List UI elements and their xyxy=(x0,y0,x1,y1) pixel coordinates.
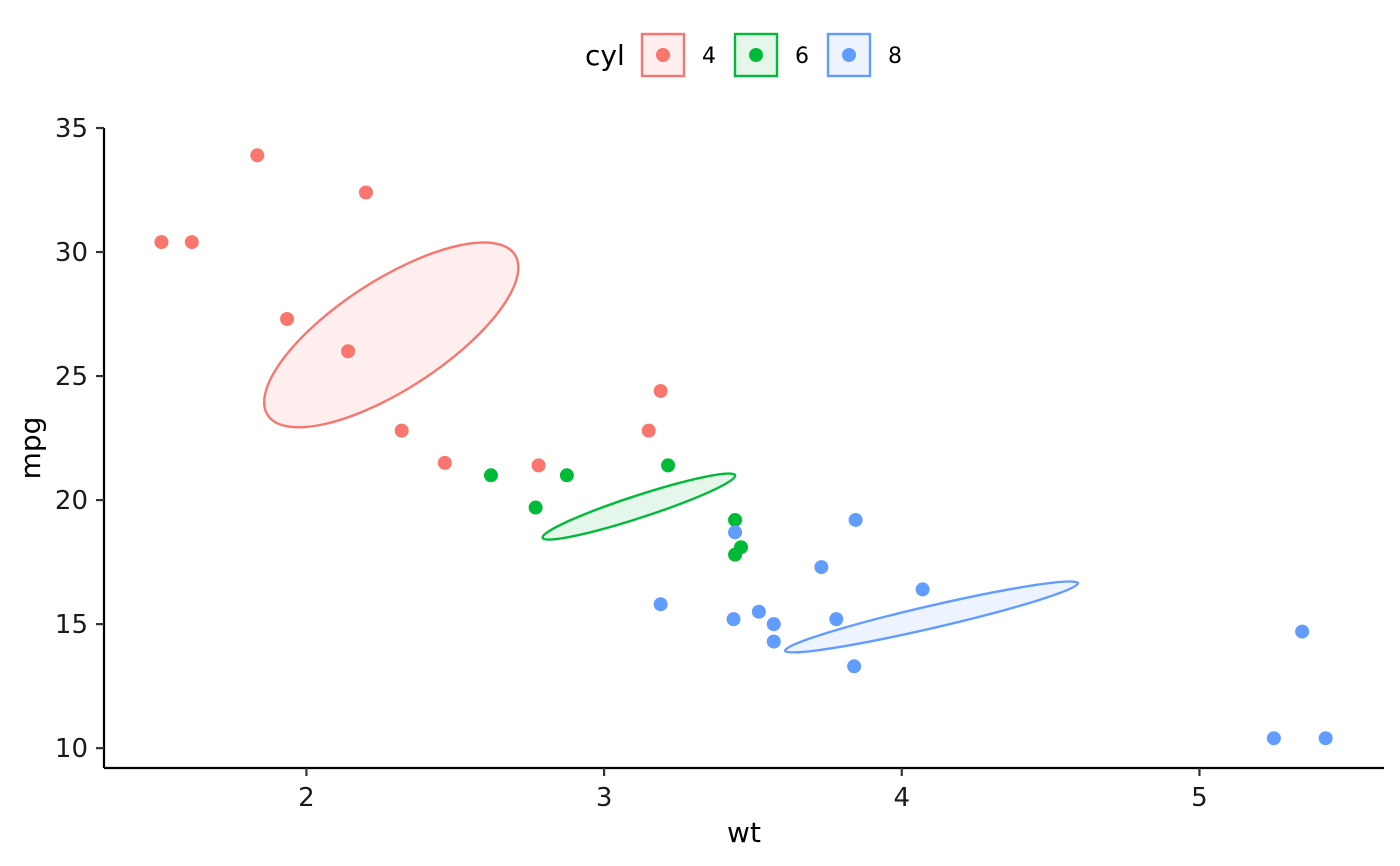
x-tick-label: 3 xyxy=(596,783,613,813)
y-tick-label: 20 xyxy=(55,486,88,516)
legend: cyl 4 6 8 xyxy=(585,32,902,78)
point-cyl-8 xyxy=(653,597,668,612)
point-cyl-8 xyxy=(915,582,930,597)
legend-dot-8 xyxy=(842,48,856,62)
legend-label-8: 8 xyxy=(888,44,902,69)
ellipse-cyl-6 xyxy=(541,472,737,541)
point-cyl-4 xyxy=(437,455,452,470)
x-tick-label: 5 xyxy=(1191,783,1208,813)
ellipse-cyl-8 xyxy=(783,580,1080,654)
point-cyl-6 xyxy=(528,500,543,515)
point-cyl-8 xyxy=(726,612,741,627)
point-cyl-6 xyxy=(559,468,574,483)
point-cyl-4 xyxy=(280,312,295,327)
points-layer xyxy=(154,148,1333,746)
legend-dot-6 xyxy=(749,48,763,62)
point-cyl-8 xyxy=(728,525,743,540)
legend-title: cyl xyxy=(585,39,625,72)
point-cyl-8 xyxy=(848,512,863,527)
point-cyl-8 xyxy=(1318,731,1333,746)
point-cyl-4 xyxy=(184,235,199,250)
point-cyl-6 xyxy=(728,512,743,527)
point-cyl-6 xyxy=(483,468,498,483)
point-cyl-8 xyxy=(1295,624,1310,639)
y-tick-label: 10 xyxy=(55,734,88,764)
point-cyl-4 xyxy=(394,423,409,438)
x-axis-title: wt xyxy=(727,816,761,849)
point-cyl-8 xyxy=(751,604,766,619)
point-cyl-8 xyxy=(829,612,844,627)
y-tick-label: 30 xyxy=(55,238,88,268)
y-tick-label: 15 xyxy=(55,610,88,640)
y-axis-title: mpg xyxy=(14,417,47,480)
axes-layer xyxy=(102,128,1384,770)
legend-label-6: 6 xyxy=(795,44,809,69)
point-cyl-4 xyxy=(531,458,546,473)
ellipse-cyl-4 xyxy=(262,241,520,429)
legend-label-4: 4 xyxy=(702,44,716,69)
point-cyl-6 xyxy=(661,458,676,473)
point-cyl-8 xyxy=(847,659,862,674)
x-tick-label: 4 xyxy=(893,783,910,813)
y-tick-label: 35 xyxy=(55,114,88,144)
point-cyl-4 xyxy=(250,148,265,163)
point-cyl-4 xyxy=(341,344,356,359)
point-cyl-8 xyxy=(814,560,829,575)
y-tick-label: 25 xyxy=(55,362,88,392)
point-cyl-4 xyxy=(358,185,373,200)
ellipses-layer xyxy=(262,241,1080,654)
point-cyl-4 xyxy=(154,235,169,250)
point-cyl-8 xyxy=(766,617,781,632)
legend-dot-4 xyxy=(656,48,670,62)
point-cyl-4 xyxy=(641,423,656,438)
point-cyl-4 xyxy=(653,383,668,398)
point-cyl-6 xyxy=(728,547,743,562)
ticks-layer: 2 3 4 5 10 15 20 25 30 35 xyxy=(55,114,1208,813)
point-cyl-8 xyxy=(1266,731,1281,746)
point-cyl-8 xyxy=(766,634,781,649)
x-tick-label: 2 xyxy=(298,783,315,813)
